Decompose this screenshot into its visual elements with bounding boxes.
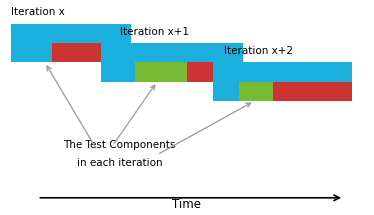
Text: Iteration x: Iteration x [11,7,65,17]
Bar [52,43,131,62]
Bar [101,43,243,62]
Text: Iteration x+1: Iteration x+1 [120,26,188,37]
Bar [187,62,243,82]
Bar [273,82,352,101]
Text: The Test Components: The Test Components [64,140,176,150]
Bar [135,62,187,82]
Text: in each iteration: in each iteration [77,158,162,168]
Bar [239,82,273,101]
Text: Iteration x+2: Iteration x+2 [224,46,293,56]
Bar [213,62,352,82]
Bar [11,43,52,62]
Bar [11,24,131,43]
Text: Time: Time [172,198,202,211]
Bar [213,82,239,101]
Bar [101,62,135,82]
